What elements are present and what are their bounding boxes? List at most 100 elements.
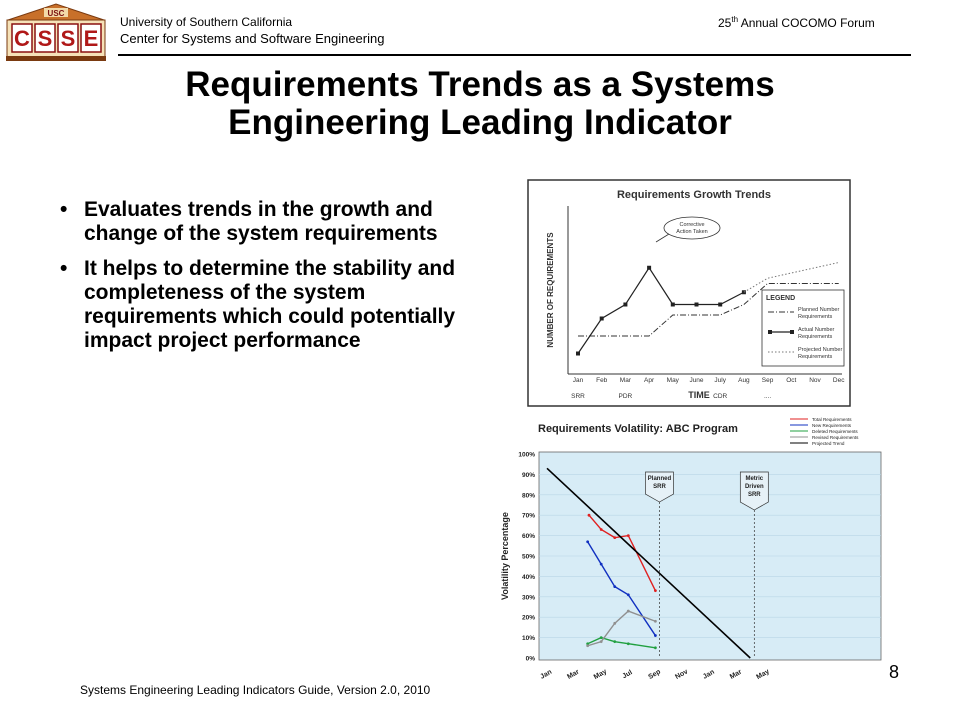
forum-name: 25th Annual COCOMO Forum	[718, 15, 875, 30]
chart2-legend-label: Revised Requirements	[812, 435, 859, 440]
chart1-series-line	[578, 283, 839, 337]
chart1-x-tick: Apr	[644, 377, 655, 384]
chart1-x-tick: Jan	[573, 377, 584, 384]
chart1-legend	[761, 289, 845, 367]
chart2-x-tick: Jan	[539, 669, 553, 681]
chart2-data-point	[587, 513, 591, 517]
chart2-y-tick: 30%	[522, 594, 535, 601]
chart2-milestone-label: SRR	[653, 484, 666, 490]
chart2-y-tick: 90%	[522, 472, 535, 479]
chart2-x-tick: May	[593, 668, 608, 681]
bullet-text: Evaluates trends in the growth and chang…	[84, 198, 438, 245]
chart2-y-tick: 60%	[522, 533, 535, 540]
chart1-legend-title: LEGEND	[766, 295, 795, 302]
chart2-title: Requirements Volatility: ABC Program	[538, 423, 738, 435]
header-rule	[118, 54, 911, 56]
chart2-x-tick: Sep	[647, 668, 662, 680]
chart2-y-tick: 20%	[522, 615, 535, 622]
chart1-legend-label: Requirements	[798, 314, 832, 320]
chart1-x-tick: Feb	[596, 377, 608, 384]
chart1-ylabel: NUMBER OF REQUIREMENTS	[546, 232, 555, 348]
center-name: Center for Systems and Software Engineer…	[120, 31, 385, 46]
chart2-data-point	[626, 609, 630, 613]
chart1-milestone: PDR	[619, 393, 633, 400]
chart1-data-point	[647, 265, 652, 270]
annotation-line-2: Action Taken	[676, 229, 707, 235]
chart2-data-point	[654, 634, 657, 637]
chart1-x-tick: Oct	[786, 377, 796, 384]
chart2-data-point	[599, 528, 603, 531]
chart2-y-tick: 10%	[522, 635, 535, 642]
chart2-milestone-label: SRR	[748, 492, 761, 498]
chart1-legend-label: Requirements	[798, 354, 832, 360]
chart1-data-point	[599, 316, 604, 321]
chart2-milestone-marker	[739, 471, 769, 511]
chart2-y-tick: 70%	[522, 513, 535, 520]
chart2-data-point	[613, 621, 617, 625]
chart1-milestone: CDR	[713, 393, 727, 400]
chart2-data-point	[586, 644, 590, 648]
chart1-x-tick: Dec	[833, 377, 845, 384]
chart1-data-point	[718, 302, 723, 307]
chart2-milestone-label: Metric	[745, 476, 763, 482]
chart2-data-point	[599, 562, 603, 566]
chart2-data-point	[613, 536, 617, 540]
volatility-chart: Requirements Volatility: ABC Program Tot…	[500, 417, 882, 681]
chart2-data-point	[613, 640, 617, 644]
chart2-data-point	[654, 619, 657, 623]
chart2-x-tick: Jan	[702, 669, 716, 681]
chart2-milestone-marker	[645, 471, 674, 503]
forum-suffix: th	[731, 15, 739, 24]
logo-letter: S	[38, 26, 53, 51]
chart2-milestone-label: Driven	[745, 484, 764, 490]
chart2-legend-label: Deleted Requirements	[812, 429, 858, 434]
annotation-line-1: Corrective	[679, 222, 704, 228]
title-line-2: Engineering Leading Indicator	[228, 103, 732, 142]
chart2-x-tick: Jul	[621, 669, 633, 680]
growth-trends-chart: Requirements Growth Trends NUMBER OF REQ…	[527, 179, 851, 407]
logo-letter: E	[84, 26, 99, 51]
chart1-x-tick: Aug	[738, 377, 750, 384]
chart1-data-point	[576, 351, 580, 356]
chart1-xlabel: TIME	[688, 390, 710, 400]
chart2-ylabel: Volatility Percentage	[500, 512, 510, 600]
chart1-x-tick: Sep	[762, 377, 774, 384]
chart2-x-tick: May	[755, 668, 770, 681]
chart2-y-tick: 0%	[526, 656, 536, 663]
chart1-x-tick: July	[714, 377, 726, 384]
bullet-list: • Evaluates trends in the growth and chan…	[60, 198, 480, 364]
chart1-data-point	[623, 302, 628, 307]
chart2-y-tick: 100%	[518, 452, 535, 459]
chart2-data-point	[626, 534, 630, 537]
chart2-legend-label: Projected Trend	[812, 441, 845, 446]
chart1-x-tick: June	[689, 377, 703, 384]
logo-letter: S	[61, 26, 76, 51]
chart1-x-tick: Nov	[809, 377, 821, 384]
chart1-legend-label: Planned Number	[798, 307, 839, 313]
bullet-item: • It helps to determine the stability and…	[60, 257, 480, 353]
chart1-series-line	[743, 262, 839, 293]
chart2-x-tick: Nov	[674, 668, 689, 681]
chart1-milestone: SRR	[571, 393, 585, 400]
chart2-data-point	[626, 593, 630, 597]
logo-letter-box	[34, 23, 56, 53]
logo-letter-box	[57, 23, 79, 53]
chart2-legend-label: New Requirements	[812, 423, 852, 428]
chart2-data-point	[599, 636, 603, 639]
bullet-item: • Evaluates trends in the growth and chan…	[60, 198, 480, 246]
logo-letter-box	[11, 23, 33, 53]
chart1-x-tick: Mar	[620, 377, 632, 384]
logo-letter-box	[80, 23, 102, 53]
chart1-title: Requirements Growth Trends	[617, 189, 771, 201]
page-number: 8	[889, 662, 900, 682]
chart2-y-tick: 80%	[522, 492, 535, 499]
title-line-1: Requirements Trends as a Systems	[185, 65, 775, 104]
logo-top-text: USC	[48, 9, 65, 18]
chart2-data-point	[613, 585, 617, 588]
chart1-data-point	[670, 302, 675, 307]
footer-citation: Systems Engineering Leading Indicators G…	[80, 683, 431, 697]
corrective-action-bubble	[663, 216, 721, 240]
chart2-data-point	[626, 642, 630, 646]
forum-text: Annual COCOMO Forum	[738, 16, 875, 30]
